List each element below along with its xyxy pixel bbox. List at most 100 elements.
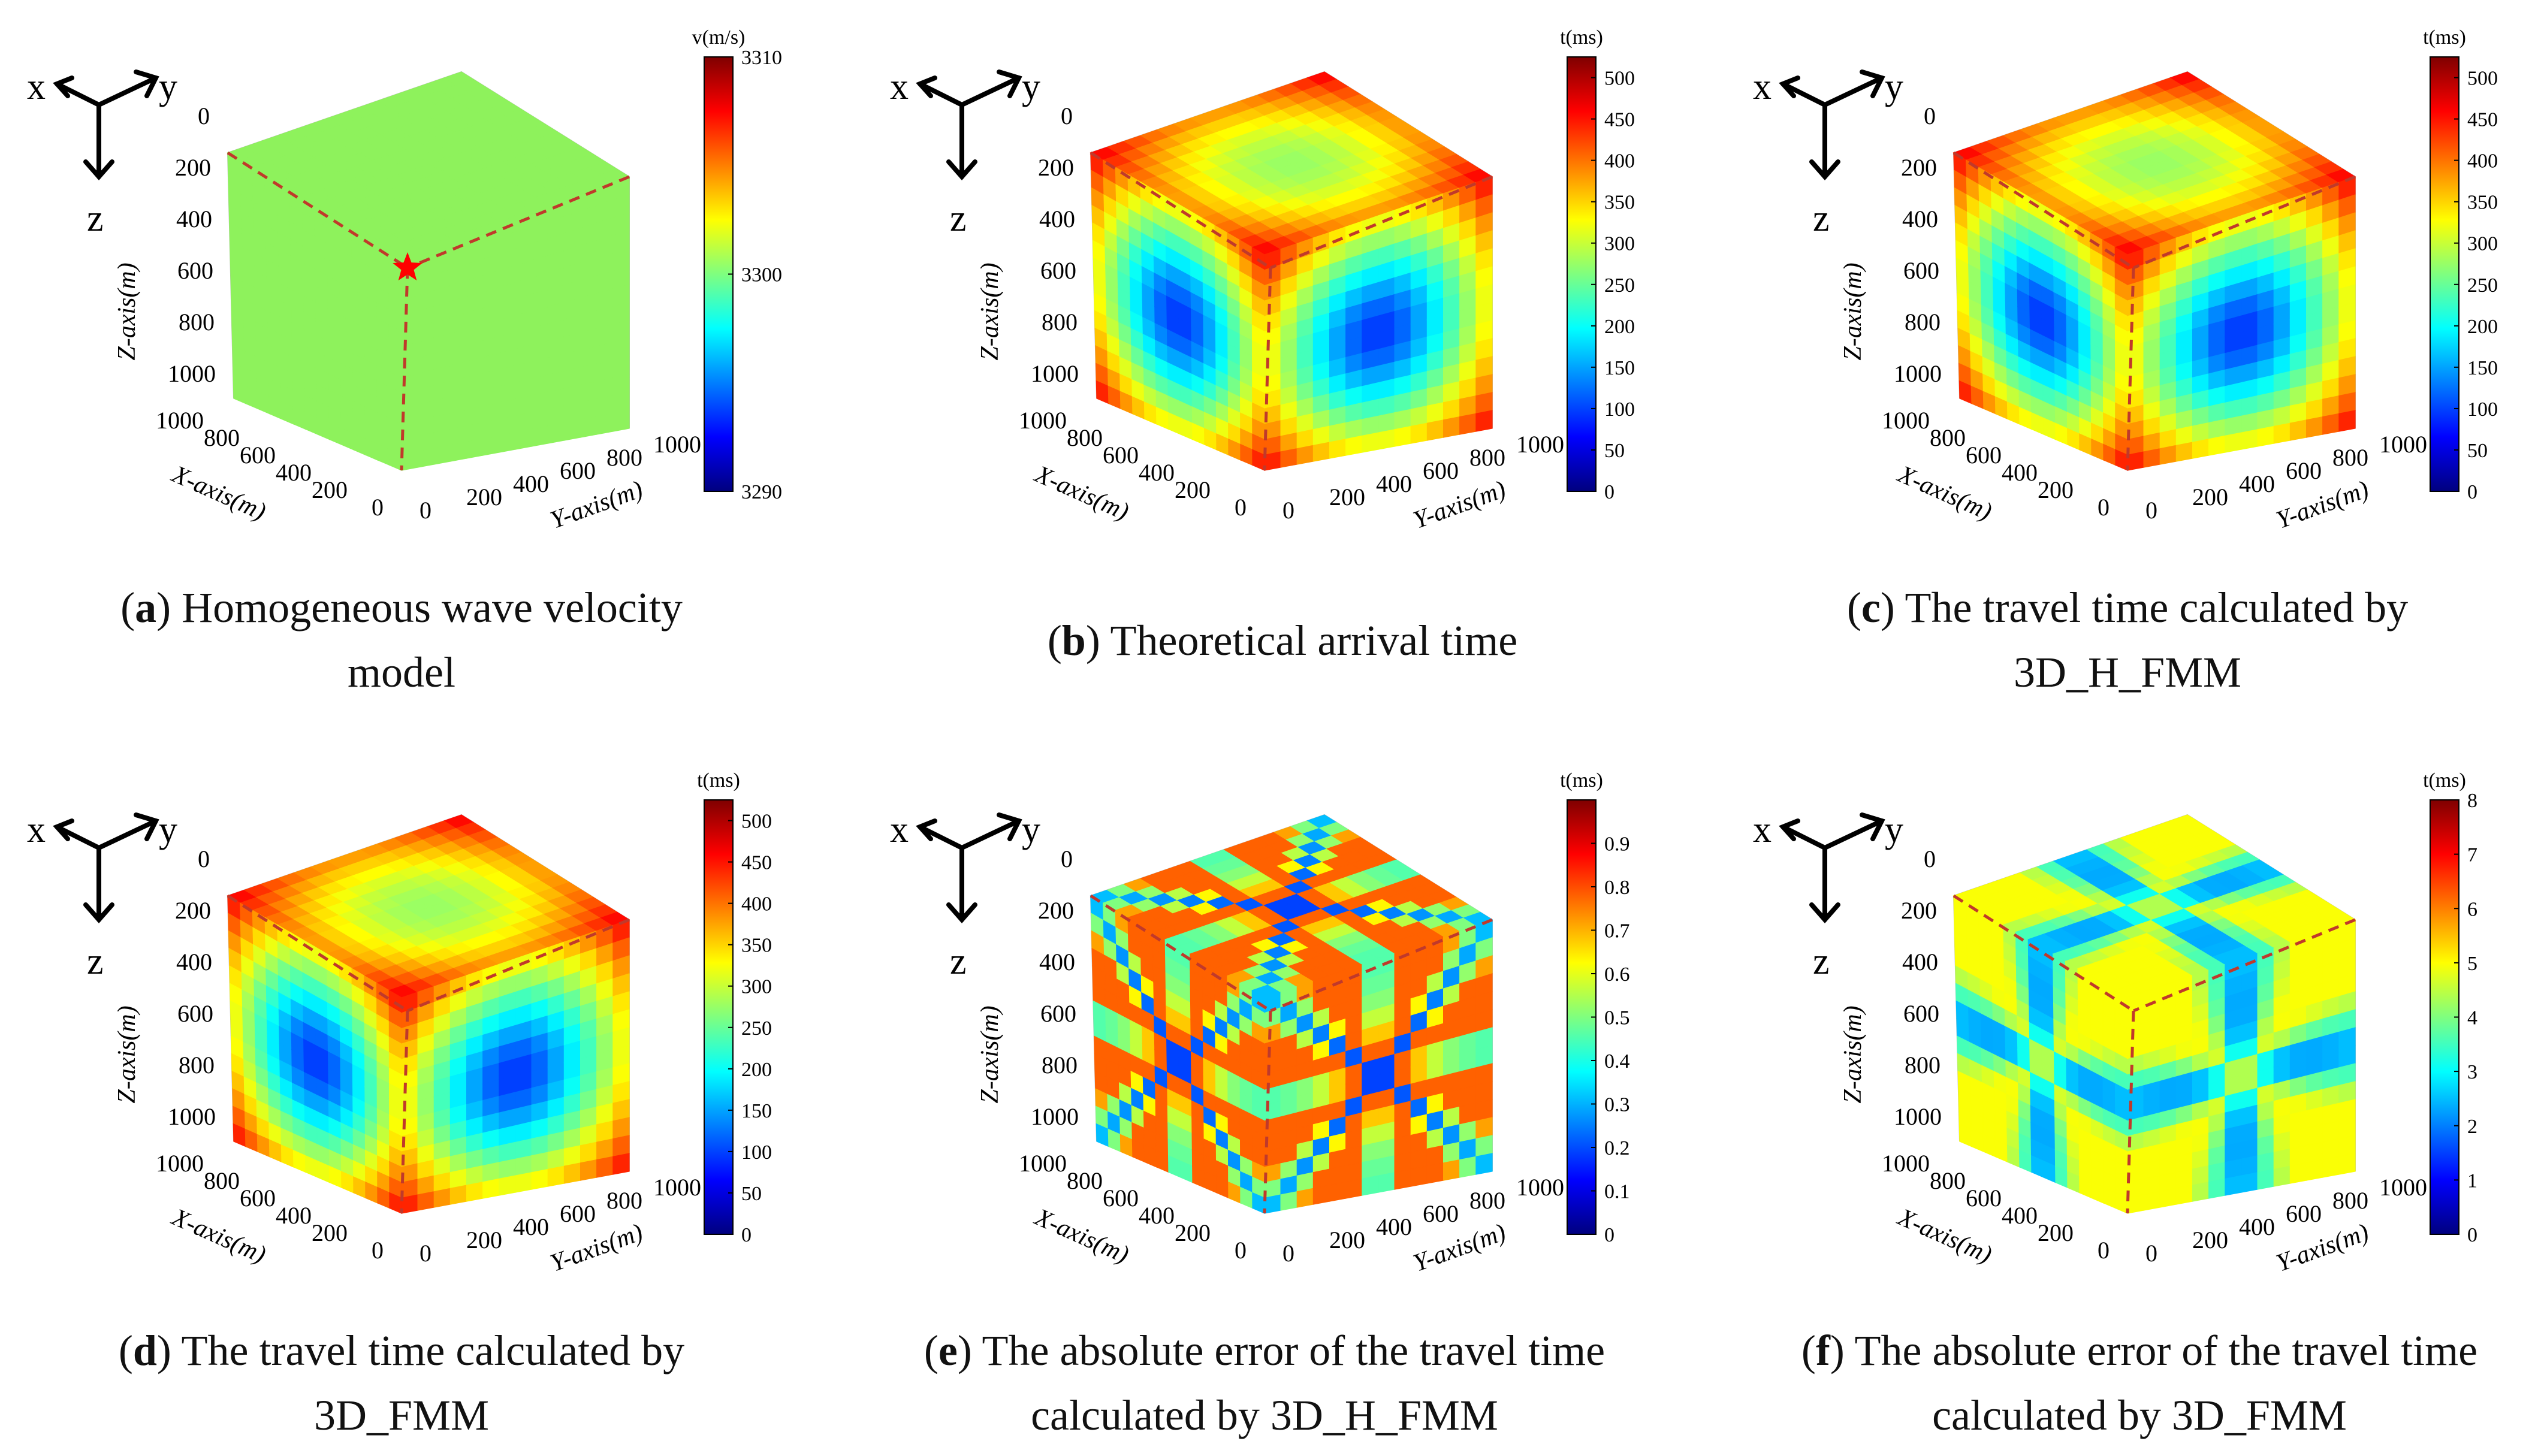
orientation-y-label: y [159,67,177,107]
orientation-x-label: x [1753,67,1772,107]
z-tick-label: 200 [1038,897,1074,924]
y-axis-label: Y-axis(m) [2273,1219,2372,1277]
panel-e-face-cell [1442,1159,1460,1181]
panel-d-face-cell [417,1191,434,1211]
caption-b: (b) Theoretical arrival time [1047,617,1518,664]
colorbar-tick-label: 7 [2467,844,2477,866]
orientation-glyph: x y z [1753,67,1903,239]
x-tick-label: 0 [1235,494,1247,521]
dashed-line [2126,1010,2135,1214]
caption-c: (c) The travel time calculated by 3D_H_F… [1846,584,2409,696]
colorbar-tick-label: 6 [2467,898,2477,920]
panel-c-face-cell [2322,413,2340,435]
x-tick-label: 600 [1966,442,2002,469]
panel-a-face-cell [417,448,434,468]
panel-d-face-cell [531,1168,548,1190]
panel-c-face-cell [2289,402,2307,424]
panel-a-face-cell [580,416,597,438]
panel-c-face-cell [2289,419,2307,441]
panel-c-face-cell [2192,439,2210,459]
orientation-x-label: x [890,67,909,107]
colorbar-tick-label: 200 [741,1059,772,1081]
y-tick-label: 400 [513,470,549,497]
colorbar-tick-label: 0.5 [1604,1007,1630,1029]
x-arrowhead-icon [1779,75,1800,98]
colorbar-tick-label: 2 [2467,1116,2477,1138]
colorbar-label: t(ms) [697,769,740,792]
y-arrowhead-icon [1860,70,1885,98]
x-tick-label: 200 [312,476,348,503]
dashed-line [1263,267,1272,471]
caption-e: (e) The absolute error of the travel tim… [924,1327,1606,1439]
panel-a-face-cell [563,402,581,424]
colorbar-label: v(m/s) [692,26,746,49]
panel-e-left-face [1090,895,1265,1214]
colorbar-tick-label: 1 [2467,1170,2477,1192]
y-arrow-icon [1822,75,1884,107]
x-tick-label: 1000 [1019,407,1067,434]
x-tick-label: 200 [1175,1219,1211,1246]
panel-d-left-face [227,895,402,1214]
z-tick-label: 0 [1924,845,1936,872]
panel-f-face-cell [2338,1135,2356,1158]
x-axis-label: X-axis(m) [1893,460,1996,526]
panel-b-left-face [1090,152,1265,471]
colorbar-tick-label: 400 [1604,150,1635,173]
x-tick-label: 1000 [156,407,204,434]
caption-a: (a) Homogeneous wave velocity model [120,584,683,696]
panel-b-face-cell [1312,442,1330,462]
colorbar-label: t(ms) [1560,26,1603,49]
dashed-line [2126,267,2135,471]
x-arrowhead-icon [53,818,74,841]
colorbar-tick-label: 400 [741,893,772,916]
x-arrow-icon [55,81,101,107]
panel-f-face-cell [2257,1168,2274,1190]
y-tick-label: 200 [466,484,502,510]
colorbar-tick-label: 4 [2467,1007,2477,1029]
panel-d-face-cell [466,1182,484,1202]
caption-text: The absolute error of the travel time [1854,1327,2478,1375]
colorbar-tick-label: 350 [741,935,772,957]
orientation-glyph: x y z [890,67,1040,239]
y-tick-label: 0 [2145,1240,2157,1267]
panel-e-face-cell [1410,1165,1428,1187]
panel-e-face-cell [1378,1172,1395,1193]
orientation-x-label: x [27,809,46,850]
panel-b-face-cell [1296,445,1314,465]
z-tick-label: 1000 [1031,1103,1079,1130]
panel-d-face-cell [596,1138,614,1161]
x-tick-label: 600 [1103,1185,1139,1212]
z-tick-label: 0 [1061,845,1073,872]
panel-f-face-cell [2192,1182,2210,1202]
x-arrow-icon [1780,824,1827,850]
panel-a-face-cell [466,439,484,459]
caption-text: Theoretical arrival time [1110,617,1518,664]
orientation-y-label: y [1885,809,1903,850]
colorbar-tick-label: 0.4 [1604,1050,1630,1073]
y-axis-label: Y-axis(m) [547,1219,646,1277]
colorbar-tick-label: 0 [2467,1224,2477,1246]
y-arrow-icon [959,818,1021,850]
caption-d: (d) The travel time calculated by 3D_FMM [118,1327,685,1439]
panel-a-top-face [227,71,630,255]
panel-c-left-face [1953,152,2128,471]
colorbar-tick-label: 0.7 [1604,920,1630,943]
x-tick-label: 0 [372,494,384,521]
panel-f-face-cell [2289,1162,2307,1184]
colorbar-tick-label: 0 [2467,481,2477,503]
colorbar-tick-label: 0 [1604,481,1614,503]
panel-d-face-cell [612,1153,630,1175]
panel-e-face-cell [1345,1178,1363,1199]
z-tick-label: 0 [1061,102,1073,129]
x-tick-label: 0 [2098,1237,2110,1264]
z-tick-label: 1000 [1894,360,1942,387]
panel-d-face-cell [612,1135,630,1158]
x-tick-label: 200 [2038,1219,2074,1246]
caption-text-2: 3D_H_FMM [2013,648,2242,696]
y-tick-label: 200 [2192,484,2228,510]
orientation-glyph: x y z [1753,809,1903,982]
z-tick-label: 400 [176,206,212,232]
dashed-line [1263,1010,1272,1214]
panel-c-face-cell [2159,445,2177,465]
orientation-z-label: z [1813,198,1830,239]
